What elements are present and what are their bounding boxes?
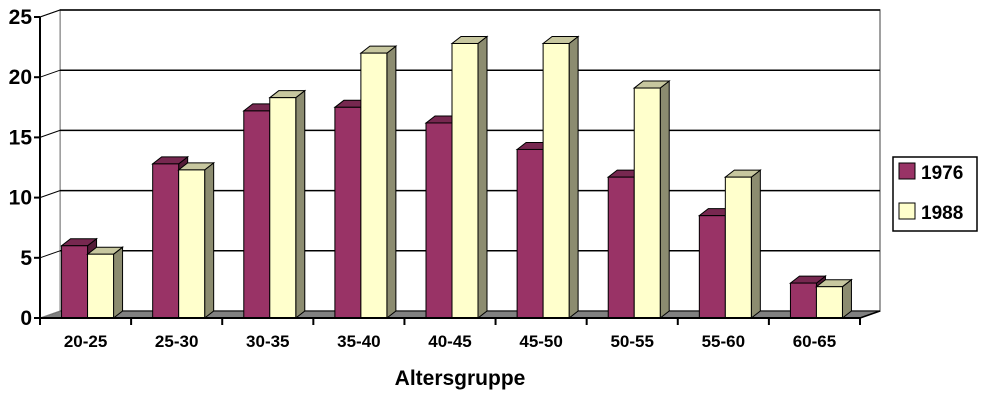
x-tick-label-35-40: 35-40 — [337, 332, 380, 351]
bar-front — [334, 106, 362, 319]
bar-1988-50-55 — [632, 80, 671, 320]
bar-front — [425, 122, 453, 319]
legend-label-1988: 1988 — [921, 203, 963, 224]
gridline-side — [39, 129, 61, 138]
bar-1988-40-45 — [450, 35, 489, 320]
x-tick-label-40-45: 40-45 — [428, 332, 471, 351]
y-tick-label-20: 20 — [9, 66, 32, 89]
x-tick-label-60-65: 60-65 — [793, 332, 836, 351]
bar-front — [61, 245, 89, 319]
bar-side — [659, 80, 670, 320]
axis-layer: 0 5 10 15 20 25 20-25 25-30 30-35 35-40 40-45 45-50… — [9, 6, 881, 351]
x-tick-label-30-35: 30-35 — [246, 332, 289, 351]
legend: 1976 1988 — [892, 156, 978, 232]
bar-front — [243, 110, 271, 319]
bar-front — [360, 52, 388, 319]
bar-1988-55-60 — [723, 169, 762, 320]
bar-front — [87, 253, 115, 319]
bar-front — [789, 282, 817, 319]
bar-front — [724, 176, 752, 319]
bar-front — [516, 148, 544, 319]
legend-swatch-1988 — [898, 202, 916, 220]
gridline-side — [39, 9, 61, 18]
y-tick-label-15: 15 — [9, 126, 33, 149]
bar-1988-60-65 — [814, 278, 853, 320]
bar-1988-25-30 — [177, 161, 216, 320]
bar-front — [542, 42, 570, 319]
bar-front — [269, 97, 297, 319]
x-tick-label-25-30: 25-30 — [155, 332, 198, 351]
bar-front — [607, 176, 635, 319]
bar-1988-30-35 — [268, 89, 307, 320]
y-tick-label-0: 0 — [20, 307, 32, 330]
bar-front — [633, 87, 661, 319]
bar-side — [477, 35, 488, 320]
gridline-side — [39, 69, 61, 78]
bar-side — [295, 89, 306, 320]
x-tick-label-20-25: 20-25 — [64, 332, 107, 351]
x-axis-title: Altersgruppe — [395, 367, 526, 390]
y-tick-label-25: 25 — [9, 6, 33, 29]
gridline-side — [39, 250, 61, 259]
plot-side-wall — [39, 9, 61, 319]
bar-side — [113, 246, 124, 320]
x-axis-end — [859, 310, 881, 319]
x-tick-label-50-55: 50-55 — [610, 332, 653, 351]
bar-layer — [60, 35, 853, 320]
bar-1988-45-50 — [541, 35, 580, 320]
bar-1988-20-25 — [86, 246, 125, 320]
x-tick-label-45-50: 45-50 — [519, 332, 562, 351]
bar-front — [178, 169, 206, 319]
bar-1988-35-40 — [359, 45, 398, 320]
x-tick-label-55-60: 55-60 — [702, 332, 745, 351]
legend-label-1976: 1976 — [921, 163, 963, 184]
bar-front — [451, 42, 479, 319]
y-tick-label-10: 10 — [9, 187, 32, 210]
bar-side — [204, 161, 215, 320]
bar-side — [750, 169, 761, 320]
bar-front — [815, 286, 843, 319]
bar-side — [568, 35, 579, 320]
gridline-side — [39, 190, 61, 199]
bar-front — [152, 163, 180, 319]
legend-swatch-1976 — [898, 162, 916, 180]
bar-front — [698, 215, 726, 319]
y-tick-label-5: 5 — [20, 247, 32, 270]
bar-side — [386, 45, 397, 320]
